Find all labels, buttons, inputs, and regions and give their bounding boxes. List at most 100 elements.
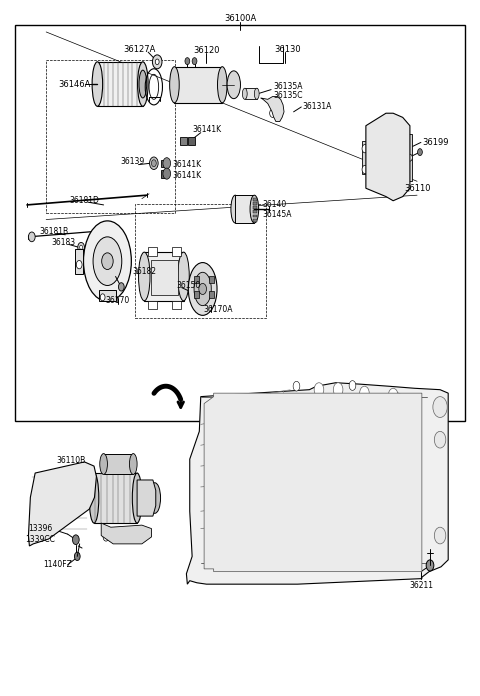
- Circle shape: [270, 109, 276, 118]
- Polygon shape: [137, 480, 156, 516]
- Text: 36141K: 36141K: [173, 160, 202, 169]
- Ellipse shape: [373, 136, 394, 177]
- Ellipse shape: [130, 454, 137, 475]
- Circle shape: [28, 232, 35, 242]
- Circle shape: [224, 426, 229, 434]
- Text: 36146A: 36146A: [59, 79, 91, 88]
- Ellipse shape: [132, 473, 142, 523]
- Bar: [152, 260, 178, 294]
- Bar: [194, 276, 199, 283]
- Text: 36181B: 36181B: [40, 227, 69, 236]
- Circle shape: [362, 145, 368, 153]
- Circle shape: [231, 540, 239, 551]
- Circle shape: [215, 413, 238, 447]
- Circle shape: [80, 245, 83, 249]
- Ellipse shape: [169, 67, 179, 103]
- Circle shape: [352, 508, 361, 522]
- Text: 1140FZ: 1140FZ: [44, 560, 72, 569]
- Bar: [188, 137, 195, 145]
- Ellipse shape: [242, 88, 247, 100]
- Circle shape: [142, 532, 147, 541]
- Circle shape: [324, 523, 333, 537]
- Circle shape: [150, 157, 158, 170]
- Circle shape: [298, 435, 369, 539]
- Circle shape: [74, 552, 80, 560]
- Circle shape: [31, 514, 37, 523]
- Circle shape: [393, 393, 403, 407]
- Polygon shape: [204, 393, 422, 571]
- Text: 36100A: 36100A: [224, 13, 256, 22]
- Circle shape: [264, 393, 274, 407]
- Circle shape: [220, 420, 233, 440]
- Ellipse shape: [139, 252, 150, 301]
- Circle shape: [305, 452, 315, 466]
- Bar: [46, 60, 175, 212]
- Text: 36145A: 36145A: [263, 210, 292, 219]
- Ellipse shape: [178, 252, 189, 301]
- Bar: [209, 276, 214, 283]
- Text: 36131A: 36131A: [302, 102, 332, 111]
- Polygon shape: [186, 383, 448, 584]
- Ellipse shape: [139, 70, 147, 98]
- Text: 36181D: 36181D: [70, 196, 99, 205]
- Ellipse shape: [92, 62, 103, 106]
- Circle shape: [333, 383, 343, 397]
- Text: 36110: 36110: [404, 184, 431, 193]
- Bar: [174, 67, 222, 103]
- Bar: [253, 206, 257, 209]
- Ellipse shape: [93, 237, 122, 285]
- Bar: [104, 454, 133, 475]
- Bar: [362, 141, 368, 174]
- Text: 36150: 36150: [177, 281, 201, 290]
- Circle shape: [379, 150, 388, 164]
- Bar: [172, 247, 180, 255]
- Ellipse shape: [138, 62, 148, 106]
- Text: 36183: 36183: [52, 238, 76, 247]
- Bar: [408, 134, 412, 181]
- Ellipse shape: [89, 473, 99, 523]
- Circle shape: [199, 283, 206, 294]
- Bar: [160, 160, 167, 168]
- Polygon shape: [28, 462, 96, 546]
- Bar: [253, 210, 257, 213]
- Bar: [75, 249, 84, 274]
- Circle shape: [434, 432, 446, 448]
- Circle shape: [349, 381, 356, 390]
- Ellipse shape: [84, 221, 132, 301]
- Bar: [99, 290, 116, 301]
- Ellipse shape: [217, 67, 227, 103]
- Circle shape: [434, 527, 446, 544]
- Circle shape: [31, 525, 37, 535]
- Circle shape: [433, 397, 447, 418]
- Text: 36120: 36120: [193, 46, 220, 55]
- Text: 36211: 36211: [410, 581, 434, 590]
- Bar: [144, 252, 183, 301]
- Ellipse shape: [254, 88, 259, 100]
- Circle shape: [408, 155, 412, 161]
- Bar: [253, 202, 257, 205]
- Ellipse shape: [149, 483, 160, 514]
- Polygon shape: [366, 113, 410, 200]
- Circle shape: [388, 388, 398, 402]
- Circle shape: [153, 55, 162, 69]
- Bar: [160, 171, 167, 177]
- Circle shape: [156, 59, 159, 65]
- Text: 36141K: 36141K: [173, 171, 202, 180]
- Circle shape: [293, 381, 300, 391]
- Circle shape: [119, 283, 124, 291]
- Circle shape: [185, 58, 190, 65]
- Text: 36141K: 36141K: [192, 125, 221, 134]
- Circle shape: [418, 149, 422, 156]
- Ellipse shape: [250, 195, 259, 223]
- Bar: [253, 219, 257, 221]
- Circle shape: [357, 465, 366, 479]
- Ellipse shape: [188, 262, 217, 315]
- Bar: [94, 473, 137, 523]
- Circle shape: [311, 454, 356, 521]
- Circle shape: [163, 168, 170, 179]
- Text: 36182: 36182: [132, 267, 156, 276]
- Circle shape: [299, 400, 306, 411]
- Circle shape: [100, 294, 105, 301]
- Bar: [148, 247, 157, 255]
- Text: 36110B: 36110B: [57, 456, 86, 465]
